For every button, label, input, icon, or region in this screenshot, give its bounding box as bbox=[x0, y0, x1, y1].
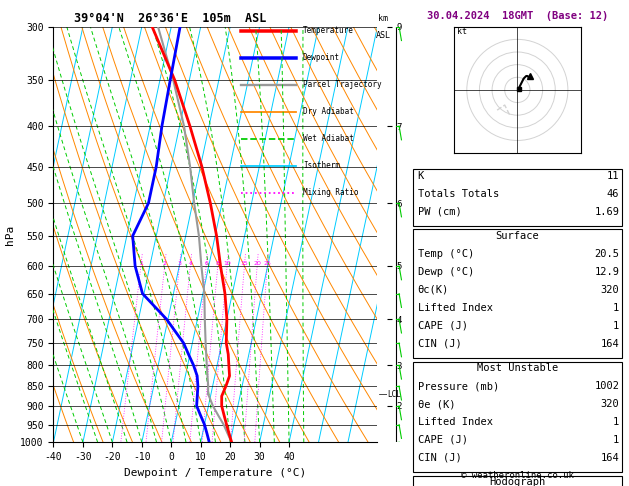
Text: Lifted Index: Lifted Index bbox=[418, 417, 493, 427]
Text: PW (cm): PW (cm) bbox=[418, 207, 461, 217]
Text: 2: 2 bbox=[163, 261, 167, 266]
Text: 164: 164 bbox=[601, 339, 620, 349]
Text: 320: 320 bbox=[601, 285, 620, 295]
Text: Wet Adiabat: Wet Adiabat bbox=[303, 135, 353, 143]
Text: 11: 11 bbox=[607, 171, 620, 181]
Text: 46: 46 bbox=[607, 189, 620, 199]
Text: 10: 10 bbox=[223, 261, 231, 266]
Text: Surface: Surface bbox=[496, 231, 539, 241]
Text: CIN (J): CIN (J) bbox=[418, 339, 461, 349]
Text: 320: 320 bbox=[601, 399, 620, 409]
Text: kt: kt bbox=[457, 27, 467, 36]
Text: 1: 1 bbox=[613, 417, 620, 427]
Text: 8: 8 bbox=[216, 261, 220, 266]
Text: Temp (°C): Temp (°C) bbox=[418, 249, 474, 259]
Bar bbox=[413, 362, 621, 472]
Text: CAPE (J): CAPE (J) bbox=[418, 435, 467, 445]
Text: 39°04'N  26°36'E  105m  ASL: 39°04'N 26°36'E 105m ASL bbox=[74, 12, 266, 25]
Text: Pressure (mb): Pressure (mb) bbox=[418, 381, 499, 391]
Text: 30.04.2024  18GMT  (Base: 12): 30.04.2024 18GMT (Base: 12) bbox=[426, 11, 608, 21]
Text: Hodograph: Hodograph bbox=[489, 477, 545, 486]
Text: 25: 25 bbox=[264, 261, 271, 266]
Text: Isotherm: Isotherm bbox=[303, 161, 340, 171]
Bar bbox=[413, 169, 621, 226]
Text: 20.5: 20.5 bbox=[594, 249, 620, 259]
Text: Dry Adiabat: Dry Adiabat bbox=[303, 107, 353, 117]
Text: Mixing Ratio: Mixing Ratio bbox=[303, 189, 359, 197]
Text: 20: 20 bbox=[253, 261, 261, 266]
Text: Dewp (°C): Dewp (°C) bbox=[418, 267, 474, 277]
Bar bbox=[413, 229, 621, 358]
Text: 12.9: 12.9 bbox=[594, 267, 620, 277]
X-axis label: Dewpoint / Temperature (°C): Dewpoint / Temperature (°C) bbox=[125, 468, 306, 478]
Text: 4: 4 bbox=[188, 261, 192, 266]
Text: 164: 164 bbox=[601, 453, 620, 463]
Text: © weatheronline.co.uk: © weatheronline.co.uk bbox=[461, 471, 574, 480]
Text: CIN (J): CIN (J) bbox=[418, 453, 461, 463]
Text: θe (K): θe (K) bbox=[418, 399, 455, 409]
Text: θc(K): θc(K) bbox=[418, 285, 448, 295]
Text: Lifted Index: Lifted Index bbox=[418, 303, 493, 313]
Text: km: km bbox=[378, 14, 388, 22]
Text: LCL: LCL bbox=[387, 390, 401, 399]
Text: Dewpoint: Dewpoint bbox=[303, 53, 340, 62]
Y-axis label: hPa: hPa bbox=[4, 225, 14, 244]
Text: 1: 1 bbox=[613, 321, 620, 331]
Text: 3: 3 bbox=[177, 261, 181, 266]
Text: Parcel Trajectory: Parcel Trajectory bbox=[303, 80, 382, 89]
Bar bbox=[413, 476, 621, 486]
Text: Most Unstable: Most Unstable bbox=[477, 363, 558, 373]
Text: 1: 1 bbox=[613, 435, 620, 445]
Text: 1: 1 bbox=[613, 303, 620, 313]
Text: Temperature: Temperature bbox=[303, 26, 353, 35]
Text: CAPE (J): CAPE (J) bbox=[418, 321, 467, 331]
Text: Totals Totals: Totals Totals bbox=[418, 189, 499, 199]
Text: 1.69: 1.69 bbox=[594, 207, 620, 217]
Text: ASL: ASL bbox=[376, 31, 391, 40]
Text: 1: 1 bbox=[139, 261, 143, 266]
Text: 1002: 1002 bbox=[594, 381, 620, 391]
Text: 15: 15 bbox=[240, 261, 248, 266]
Text: K: K bbox=[418, 171, 424, 181]
Text: 6: 6 bbox=[204, 261, 208, 266]
